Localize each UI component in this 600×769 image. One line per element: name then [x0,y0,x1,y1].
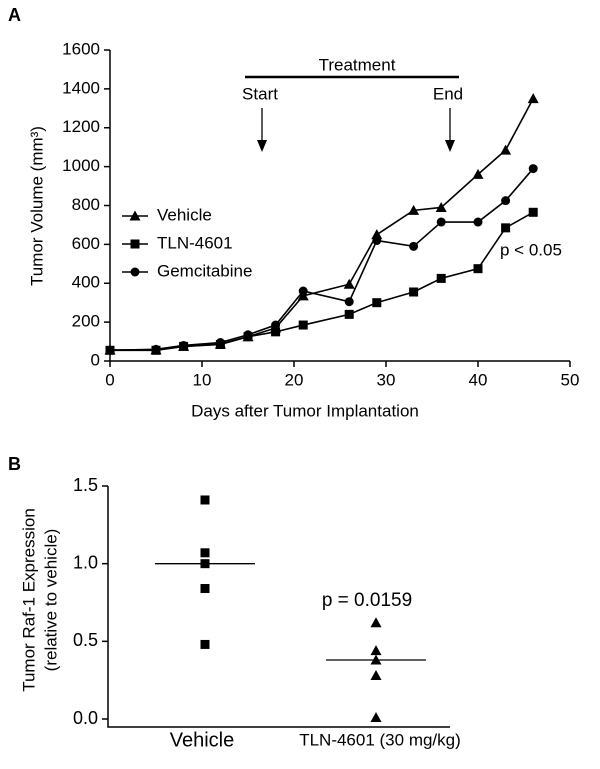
marker [200,495,210,505]
marker [528,207,538,217]
arrow-head [257,140,267,152]
marker [371,229,383,240]
marker [408,204,420,215]
x-tick-label: 0 [105,370,114,389]
x-tick-label: 50 [561,370,580,389]
legend-label: Gemcitabine [157,261,252,280]
y-tick-label: 0.5 [73,630,98,650]
marker [436,217,446,227]
marker [151,344,161,354]
marker [435,201,447,212]
marker [370,645,382,656]
marker [372,298,382,308]
marker [436,273,446,283]
marker [200,548,210,558]
annotation: End [433,84,463,103]
marker [370,711,382,722]
x-tick-label: 30 [377,370,396,389]
x-tick-label: 10 [193,370,212,389]
marker [200,639,210,649]
marker [409,287,419,297]
marker [200,584,210,594]
y-tick-label: 1.0 [73,552,98,572]
marker [527,93,539,104]
marker [528,164,538,174]
marker [372,235,382,245]
marker [215,338,225,348]
panel-label: B [8,454,21,474]
y-axis-label: Tumor Raf-1 Expression [19,508,38,692]
legend-label: TLN-4601 [157,233,233,252]
legend-marker [129,210,141,221]
marker [344,309,354,319]
y-axis-label: Tumor Volume (mm³) [27,126,46,286]
x-axis-label: Days after Tumor Implantation [191,401,419,420]
marker [473,264,483,274]
annotation: p = 0.0159 [322,590,412,611]
y-tick-label: 600 [72,234,100,253]
marker [105,345,115,355]
marker [472,168,484,179]
marker [501,223,511,233]
x-tick-label: Vehicle [170,729,235,751]
x-tick-label: TLN-4601 (30 mg/kg) [299,730,461,749]
marker [298,286,308,296]
marker [370,617,382,628]
annotation: Treatment [319,55,396,74]
panel-label: A [8,5,21,25]
series-line [109,168,534,352]
marker [473,217,483,227]
x-tick-label: 40 [469,370,488,389]
annotation: Start [242,84,278,103]
y-tick-label: 1400 [62,78,100,97]
y-tick-label: 0.0 [73,708,98,728]
y-tick-label: 400 [72,273,100,292]
y-tick-label: 1000 [62,156,100,175]
marker [409,241,419,251]
marker [501,196,511,206]
legend-label: Vehicle [157,205,212,224]
arrow-head [445,140,455,152]
y-tick-label: 200 [72,312,100,331]
y-tick-label: 1200 [62,117,100,136]
marker [298,320,308,330]
marker [271,327,281,337]
y-tick-label: 1600 [62,39,100,58]
marker [370,670,382,681]
marker [179,340,189,350]
legend-marker [130,267,140,277]
axis [107,486,450,728]
marker [343,278,355,289]
y-tick-label: 1.5 [73,475,98,495]
annotation: p < 0.05 [500,240,562,259]
marker [271,320,281,330]
marker [243,330,253,340]
y-tick-label: 0 [91,350,100,369]
y-axis-label: (relative to vehicle) [41,529,60,672]
x-tick-label: 20 [285,370,304,389]
marker [344,297,354,307]
series-line [110,211,534,352]
legend-marker [130,239,140,249]
marker [500,144,512,155]
y-tick-label: 800 [72,195,100,214]
